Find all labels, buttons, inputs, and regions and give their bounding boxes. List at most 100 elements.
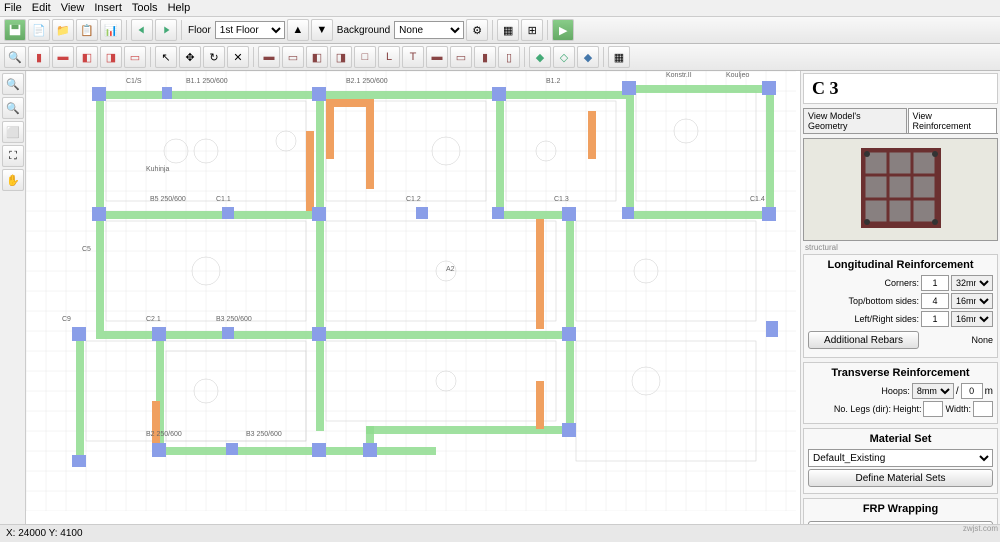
bg-settings-button[interactable]: ⚙ (466, 19, 488, 41)
tool-col-2[interactable]: ▬ (52, 46, 74, 68)
floor-down-button[interactable]: ▼ (311, 19, 333, 41)
tab-geometry[interactable]: View Model's Geometry (803, 108, 907, 133)
zoom-window-button[interactable]: ⬜ (2, 121, 24, 143)
svg-text:C1.2: C1.2 (406, 196, 421, 203)
menu-edit[interactable]: Edit (32, 2, 51, 14)
report-button[interactable]: 📊 (100, 19, 122, 41)
snap-button[interactable]: ⊞ (521, 19, 543, 41)
additional-rebars-button[interactable]: Additional Rebars (808, 331, 919, 349)
toolbar-main: 📄 📁 📋 📊 Floor 1st Floor ▲ ▼ Background N… (0, 17, 1000, 44)
beam-rect-7[interactable]: ▭ (450, 46, 472, 68)
legs-width-input[interactable] (973, 401, 993, 417)
beam-rect-2[interactable]: ▭ (282, 46, 304, 68)
move-button[interactable]: ✥ (179, 46, 201, 68)
legs-height-input[interactable] (923, 401, 943, 417)
menu-tools[interactable]: Tools (132, 2, 158, 14)
beam-rect-9[interactable]: ▯ (498, 46, 520, 68)
svg-text:C9: C9 (62, 316, 71, 323)
new-button[interactable]: 📄 (28, 19, 50, 41)
topbot-dia-select[interactable]: 16mm (951, 293, 993, 309)
beam-l[interactable]: L (378, 46, 400, 68)
beam-rect-3[interactable]: ◧ (306, 46, 328, 68)
undo-button[interactable] (131, 19, 153, 41)
svg-text:Kouljeo: Kouljeo (726, 72, 749, 79)
pan-button[interactable]: ✋ (2, 169, 24, 191)
slab-1[interactable]: ◆ (529, 46, 551, 68)
svg-text:C1/S: C1/S (126, 78, 142, 85)
section-view (803, 138, 998, 241)
svg-text:B3 250/600: B3 250/600 (246, 431, 282, 438)
topbot-input[interactable] (921, 293, 949, 309)
zoom-fit-button[interactable]: ⛶ (2, 145, 24, 167)
floorplan-canvas: C1/SB1.1 250/600B2.1 250/600B1.2Konstr.I… (26, 71, 796, 511)
svg-text:C1.1: C1.1 (216, 196, 231, 203)
floor-select[interactable]: 1st Floor (215, 21, 285, 39)
transverse-title: Transverse Reinforcement (808, 367, 993, 379)
frp-group: FRP Wrapping Define FRP Wrapping (803, 498, 998, 524)
beam-rect-5[interactable]: □ (354, 46, 376, 68)
grid-button[interactable]: ▦ (497, 19, 519, 41)
width-label: Width: (945, 404, 971, 414)
beam-rect-8[interactable]: ▮ (474, 46, 496, 68)
beam-t[interactable]: T (402, 46, 424, 68)
slab-3[interactable]: ◆ (577, 46, 599, 68)
corners-input[interactable] (921, 275, 949, 291)
longitudinal-title: Longitudinal Reinforcement (808, 259, 993, 271)
menu-view[interactable]: View (61, 2, 85, 14)
zoom-extents-button[interactable]: 🔍 (4, 46, 26, 68)
coords-readout: X: 24000 Y: 4100 (6, 528, 83, 539)
svg-text:C5: C5 (82, 246, 91, 253)
element-id-header: C 3 (803, 73, 998, 104)
grid-tool[interactable]: ▦ (608, 46, 630, 68)
corners-dia-select[interactable]: 32mm (951, 275, 993, 291)
rotate-button[interactable]: ↻ (203, 46, 225, 68)
viewport[interactable]: C1/SB1.1 250/600B2.1 250/600B1.2Konstr.I… (26, 71, 800, 524)
redo-button[interactable] (155, 19, 177, 41)
tool-col-3[interactable]: ◧ (76, 46, 98, 68)
tool-wall[interactable]: ▭ (124, 46, 146, 68)
svg-text:Konstr.II: Konstr.II (666, 72, 692, 79)
tool-col-4[interactable]: ◨ (100, 46, 122, 68)
leftright-dia-select[interactable]: 16mm (951, 311, 993, 327)
toolbar-elements: 🔍 ▮ ▬ ◧ ◨ ▭ ↖ ✥ ↻ ✕ ▬ ▭ ◧ ◨ □ L T ▬ ▭ ▮ … (0, 44, 1000, 71)
slab-2[interactable]: ◇ (553, 46, 575, 68)
copy-button[interactable]: 📋 (76, 19, 98, 41)
leftright-input[interactable] (921, 311, 949, 327)
svg-text:B5 250/600: B5 250/600 (150, 196, 186, 203)
svg-text:B1.1 250/600: B1.1 250/600 (186, 78, 228, 85)
save-button[interactable] (4, 19, 26, 41)
background-select[interactable]: None (394, 21, 464, 39)
menu-help[interactable]: Help (168, 2, 191, 14)
transverse-group: Transverse Reinforcement Hoops: 8mm / m … (803, 362, 998, 424)
height-label: Height: (893, 404, 922, 414)
material-title: Material Set (808, 433, 993, 445)
corners-label: Corners: (808, 278, 919, 288)
floor-up-button[interactable]: ▲ (287, 19, 309, 41)
tool-col-1[interactable]: ▮ (28, 46, 50, 68)
statusbar: X: 24000 Y: 4100 (0, 524, 1000, 542)
svg-text:A2: A2 (446, 266, 455, 273)
open-button[interactable]: 📁 (52, 19, 74, 41)
view-toolbar: 🔍 🔍 ⬜ ⛶ ✋ (0, 71, 26, 524)
svg-text:C1.4: C1.4 (750, 196, 765, 203)
beam-rect-1[interactable]: ▬ (258, 46, 280, 68)
legs-label: No. Legs (dir): (808, 404, 891, 414)
hoops-dia-select[interactable]: 8mm (912, 383, 954, 399)
menu-insert[interactable]: Insert (94, 2, 122, 14)
floor-label: Floor (188, 25, 211, 36)
zoom-in-button[interactable]: 🔍 (2, 73, 24, 95)
tab-reinforcement[interactable]: View Reinforcement (908, 108, 997, 133)
beam-rect-4[interactable]: ◨ (330, 46, 352, 68)
hoops-spacing-input[interactable] (961, 383, 983, 399)
svg-text:B2.1 250/600: B2.1 250/600 (346, 78, 388, 85)
define-materials-button[interactable]: Define Material Sets (808, 469, 993, 487)
menubar: File Edit View Insert Tools Help (0, 0, 1000, 17)
menu-file[interactable]: File (4, 2, 22, 14)
hoops-label: Hoops: (808, 386, 910, 396)
material-select[interactable]: Default_Existing (808, 449, 993, 467)
run-button[interactable]: ▶ (552, 19, 574, 41)
delete-button[interactable]: ✕ (227, 46, 249, 68)
zoom-out-button[interactable]: 🔍 (2, 97, 24, 119)
select-button[interactable]: ↖ (155, 46, 177, 68)
beam-rect-6[interactable]: ▬ (426, 46, 448, 68)
